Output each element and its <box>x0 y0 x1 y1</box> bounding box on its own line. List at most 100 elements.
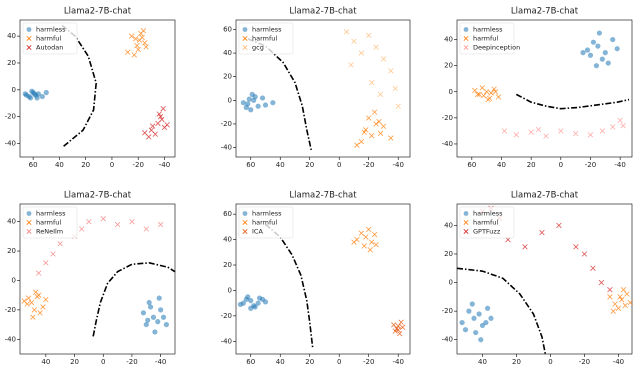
point <box>476 91 482 98</box>
point <box>593 63 600 69</box>
point <box>380 56 387 62</box>
point <box>148 304 154 310</box>
point <box>270 100 276 106</box>
legend-label: harmless <box>473 26 503 34</box>
point <box>152 329 158 335</box>
y-tick-label: 0 <box>12 86 16 94</box>
plot-frame <box>19 203 176 355</box>
point <box>488 90 494 96</box>
point <box>140 28 147 34</box>
point <box>146 299 152 306</box>
x-tick-label: 40 <box>41 358 50 366</box>
legend-label: harmless <box>36 210 66 218</box>
point <box>479 322 486 329</box>
legend-label: harmful <box>473 35 498 43</box>
legend-marker <box>242 45 248 50</box>
x-tick-label: 0 <box>337 161 341 169</box>
point <box>479 85 485 91</box>
point <box>150 314 157 320</box>
decision-boundary <box>92 262 176 337</box>
y-tick-label: -20 <box>221 312 232 320</box>
point <box>34 293 40 300</box>
point <box>31 307 38 313</box>
chart-title: Llama2-7B-chat <box>511 191 579 201</box>
chart-title: Llama2-7B-chat <box>289 7 357 17</box>
point <box>377 91 384 98</box>
point <box>373 121 379 127</box>
point <box>622 302 628 309</box>
point <box>34 95 40 101</box>
y-tick-label: 20 <box>7 247 16 255</box>
point <box>462 327 469 333</box>
point <box>584 47 591 53</box>
point <box>30 314 36 320</box>
point <box>522 244 528 250</box>
point <box>535 126 542 133</box>
point <box>484 305 491 311</box>
point <box>358 230 365 236</box>
point <box>351 239 357 245</box>
point <box>396 330 403 337</box>
point <box>471 315 477 321</box>
point <box>380 123 387 129</box>
legend-label: gcg <box>252 44 264 52</box>
point <box>160 105 166 112</box>
plot-frame <box>456 203 633 355</box>
point <box>163 321 169 328</box>
y-tick-label: -40 <box>5 140 16 148</box>
x-tick-label: 0 <box>559 161 563 169</box>
point <box>158 307 164 313</box>
legend-marker <box>463 27 469 32</box>
y-tick-label: 0 <box>228 286 232 294</box>
x-tick-label: 40 <box>497 161 506 169</box>
x-tick-label: -20 <box>363 358 374 366</box>
legend-label: ReNeIlm <box>36 228 63 236</box>
x-tick-label: 60 <box>246 358 255 366</box>
point <box>358 50 365 56</box>
legend-label: ICA <box>252 228 263 236</box>
y-tick-label: 20 <box>223 261 232 269</box>
plot-frame <box>19 19 176 158</box>
point <box>483 89 490 95</box>
point <box>160 314 167 320</box>
y-tick-label: -40 <box>221 337 232 345</box>
x-tick-label: 40 <box>55 161 64 169</box>
x-tick-label: 20 <box>305 358 314 366</box>
point <box>361 243 367 249</box>
point <box>392 85 398 92</box>
legend-marker <box>463 220 469 225</box>
x-tick-label: 40 <box>276 358 285 366</box>
point <box>485 96 491 103</box>
point <box>33 289 39 295</box>
point <box>599 128 606 134</box>
point <box>361 129 367 135</box>
legend-box <box>238 22 294 55</box>
point <box>142 40 148 46</box>
point <box>478 337 484 343</box>
point <box>40 304 46 310</box>
point <box>392 328 398 334</box>
legend-box <box>22 206 78 239</box>
point <box>581 251 588 257</box>
x-tick-label: -40 <box>392 358 403 366</box>
legend-label: harmless <box>252 210 282 218</box>
point <box>473 329 479 336</box>
point <box>358 138 365 145</box>
point <box>388 135 394 141</box>
point <box>472 87 478 94</box>
point <box>143 44 149 50</box>
x-tick-label: -20 <box>579 358 590 366</box>
point <box>132 36 139 42</box>
point <box>343 29 350 35</box>
x-tick-label: 20 <box>70 358 79 366</box>
point <box>164 122 170 128</box>
legend-marker <box>26 45 32 50</box>
point <box>395 323 401 329</box>
point <box>371 109 378 115</box>
point <box>377 130 384 137</box>
point <box>495 94 502 100</box>
point <box>240 100 246 106</box>
x-tick-label: -40 <box>155 358 166 366</box>
legend-box <box>22 22 78 55</box>
point <box>539 229 545 236</box>
